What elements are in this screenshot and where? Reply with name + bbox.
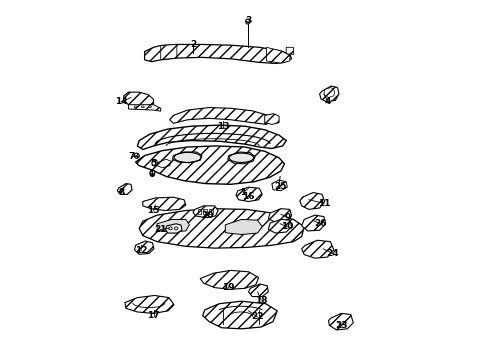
- Polygon shape: [225, 220, 262, 234]
- Text: 11: 11: [318, 199, 330, 208]
- Polygon shape: [302, 240, 334, 258]
- Text: 24: 24: [326, 249, 339, 258]
- Polygon shape: [172, 152, 202, 163]
- Text: 18: 18: [255, 296, 268, 305]
- Text: 22: 22: [251, 312, 264, 321]
- Polygon shape: [145, 44, 292, 63]
- Polygon shape: [272, 180, 287, 191]
- Text: 13: 13: [217, 122, 230, 131]
- Text: 4: 4: [324, 96, 331, 105]
- Polygon shape: [137, 125, 286, 149]
- Text: 10: 10: [281, 222, 294, 231]
- Polygon shape: [319, 86, 339, 102]
- Polygon shape: [136, 146, 285, 184]
- Ellipse shape: [134, 153, 139, 158]
- Polygon shape: [269, 209, 292, 222]
- Polygon shape: [135, 241, 154, 254]
- Text: 25: 25: [274, 182, 286, 191]
- Polygon shape: [128, 105, 161, 111]
- Text: 3: 3: [245, 16, 252, 25]
- Polygon shape: [248, 284, 269, 297]
- Ellipse shape: [169, 227, 172, 230]
- Polygon shape: [161, 44, 177, 59]
- Ellipse shape: [174, 227, 178, 230]
- Polygon shape: [286, 47, 294, 54]
- Polygon shape: [197, 209, 201, 214]
- Polygon shape: [209, 209, 213, 214]
- Polygon shape: [125, 296, 174, 314]
- Text: 26: 26: [314, 219, 326, 228]
- Polygon shape: [324, 87, 335, 98]
- Polygon shape: [157, 220, 190, 232]
- Text: 21: 21: [154, 225, 167, 234]
- Text: 15: 15: [147, 206, 160, 215]
- Polygon shape: [170, 108, 270, 125]
- Polygon shape: [117, 184, 132, 194]
- Text: 7: 7: [129, 152, 135, 161]
- Polygon shape: [228, 152, 255, 164]
- Polygon shape: [124, 92, 153, 108]
- Polygon shape: [236, 187, 262, 202]
- Text: 17: 17: [147, 311, 160, 320]
- Text: 1: 1: [240, 188, 246, 197]
- Ellipse shape: [150, 170, 155, 176]
- Polygon shape: [157, 159, 171, 168]
- Text: 2: 2: [190, 40, 196, 49]
- Polygon shape: [200, 270, 259, 289]
- Polygon shape: [139, 209, 304, 248]
- Polygon shape: [203, 301, 277, 329]
- Text: 5: 5: [150, 159, 157, 168]
- Text: 9: 9: [284, 213, 291, 222]
- Text: 19: 19: [222, 283, 234, 292]
- Text: 12: 12: [135, 246, 147, 255]
- Text: 6: 6: [148, 170, 155, 179]
- Polygon shape: [329, 314, 353, 330]
- Text: 8: 8: [118, 188, 124, 197]
- Text: 16: 16: [243, 192, 255, 201]
- Ellipse shape: [141, 106, 144, 108]
- Polygon shape: [166, 224, 182, 233]
- Text: 20: 20: [201, 211, 214, 220]
- Polygon shape: [300, 193, 324, 210]
- Polygon shape: [193, 206, 218, 218]
- Ellipse shape: [148, 106, 151, 108]
- Ellipse shape: [152, 159, 157, 166]
- Polygon shape: [143, 197, 186, 211]
- Polygon shape: [203, 209, 207, 214]
- Ellipse shape: [245, 19, 250, 24]
- Polygon shape: [267, 47, 290, 63]
- Polygon shape: [265, 114, 279, 125]
- Text: 23: 23: [336, 321, 348, 330]
- Text: 14: 14: [115, 97, 127, 106]
- Polygon shape: [302, 215, 326, 231]
- Ellipse shape: [134, 106, 137, 108]
- Polygon shape: [269, 220, 292, 233]
